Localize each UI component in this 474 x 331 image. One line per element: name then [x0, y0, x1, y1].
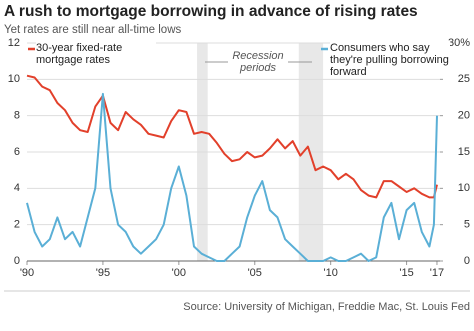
y-tick-label: 10 [8, 73, 20, 85]
y-tick-label: 0 [14, 255, 20, 267]
x-tick-label: '95 [96, 267, 110, 279]
y2-tick-label: 0 [464, 255, 470, 267]
annotation: Recession periods [228, 50, 288, 74]
x-tick-label: '17 [430, 267, 444, 279]
y2-tick-label: 20 [458, 110, 470, 122]
y-tick-label: 2 [14, 219, 20, 231]
x-tick-label: '15 [399, 267, 413, 279]
source: Source: University of Michigan, Freddie … [183, 301, 470, 313]
y2-tick-label: 30% [448, 37, 470, 49]
x-tick-label: '10 [324, 267, 338, 279]
legend-label: 30-year fixed-rate mortgage rates [36, 42, 156, 66]
y-tick-label: 6 [14, 146, 20, 158]
y2-tick-label: 15 [458, 146, 470, 158]
y-tick-label: 8 [14, 110, 20, 122]
y-tick-label: 12 [8, 37, 20, 49]
series-line [26, 92, 438, 262]
series-line [26, 74, 438, 199]
x-tick-label: '90 [20, 267, 34, 279]
y-tick-label: 4 [14, 182, 20, 194]
y2-tick-label: 10 [458, 182, 470, 194]
chart-subtitle: Yet rates are still near all-time lows [4, 24, 182, 36]
chart-title: A rush to mortgage borrowing in advance … [4, 3, 418, 20]
legend-label: Consumers who say they're pulling borrow… [330, 42, 450, 78]
x-tick-label: '00 [172, 267, 186, 279]
y2-tick-label: 5 [464, 219, 470, 231]
y2-tick-label: 25 [458, 73, 470, 85]
x-tick-label: '05 [248, 267, 262, 279]
